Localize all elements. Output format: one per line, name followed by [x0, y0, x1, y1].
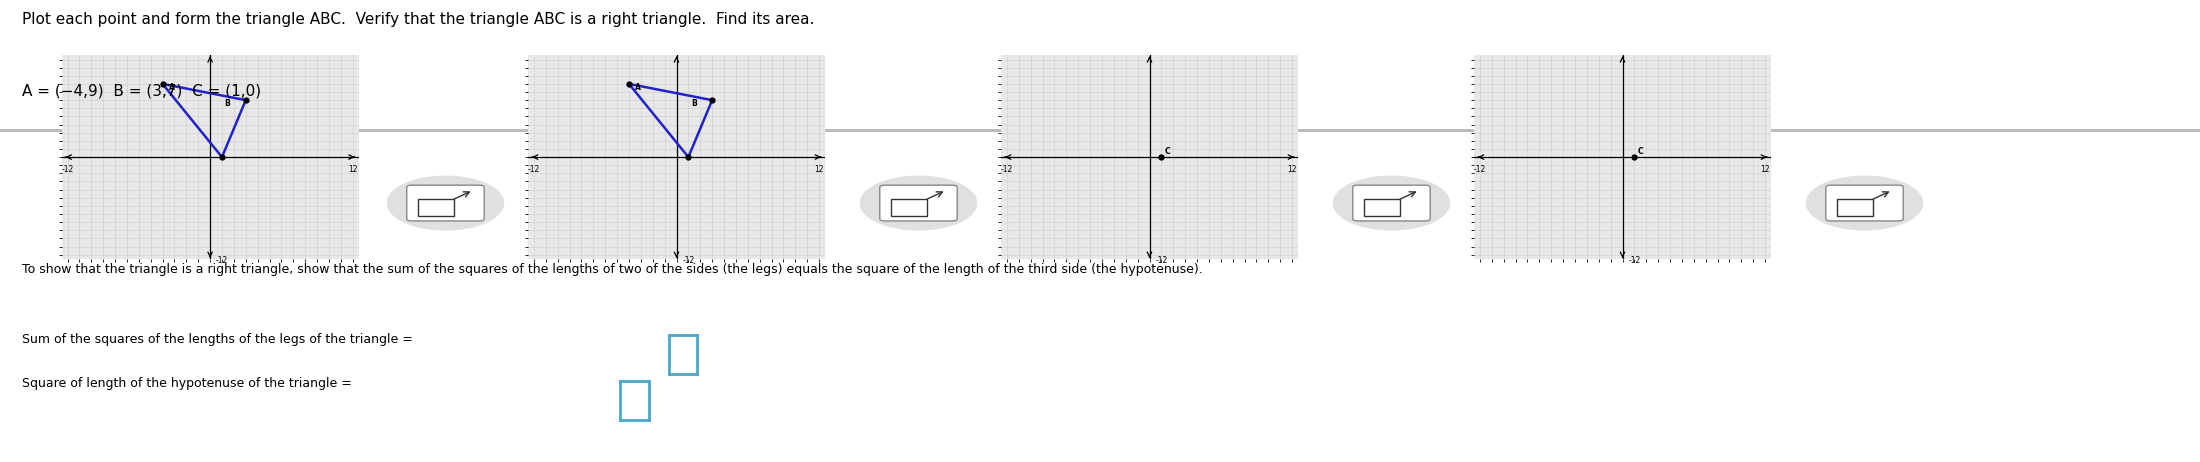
- FancyBboxPatch shape: [1353, 185, 1430, 221]
- Text: Plot each point and form the triangle ABC.  Verify that the triangle ABC is a ri: Plot each point and form the triangle AB…: [22, 12, 814, 26]
- Text: -12: -12: [1474, 165, 1485, 174]
- Text: To show that the triangle is a right triangle, show that the sum of the squares : To show that the triangle is a right tri…: [22, 263, 1203, 276]
- Text: 12: 12: [1287, 165, 1296, 174]
- Text: -12: -12: [528, 165, 539, 174]
- Text: -12: -12: [1001, 165, 1012, 174]
- Circle shape: [1806, 176, 1923, 230]
- Text: A = (−4,9)  B = (3,7)  C = (1,0): A = (−4,9) B = (3,7) C = (1,0): [22, 83, 262, 98]
- Text: 12: 12: [348, 165, 356, 174]
- Text: A: A: [169, 84, 174, 92]
- FancyBboxPatch shape: [1826, 185, 1903, 221]
- FancyBboxPatch shape: [407, 185, 484, 221]
- Text: Sum of the squares of the lengths of the legs of the triangle =: Sum of the squares of the lengths of the…: [22, 333, 414, 346]
- Text: 12: 12: [1760, 165, 1769, 174]
- Text: -12: -12: [216, 256, 229, 265]
- Text: B: B: [224, 99, 231, 108]
- Text: C: C: [1639, 147, 1643, 156]
- Text: B: B: [691, 99, 697, 108]
- Text: -12: -12: [62, 165, 73, 174]
- Text: -12: -12: [1155, 256, 1168, 265]
- Text: -12: -12: [1628, 256, 1641, 265]
- Text: -12: -12: [682, 256, 695, 265]
- Text: 12: 12: [814, 165, 823, 174]
- Text: A: A: [636, 84, 640, 92]
- Circle shape: [387, 176, 504, 230]
- Circle shape: [1333, 176, 1450, 230]
- Circle shape: [860, 176, 977, 230]
- FancyBboxPatch shape: [880, 185, 957, 221]
- Text: C: C: [1166, 147, 1170, 156]
- Text: Square of length of the hypotenuse of the triangle =: Square of length of the hypotenuse of th…: [22, 377, 352, 389]
